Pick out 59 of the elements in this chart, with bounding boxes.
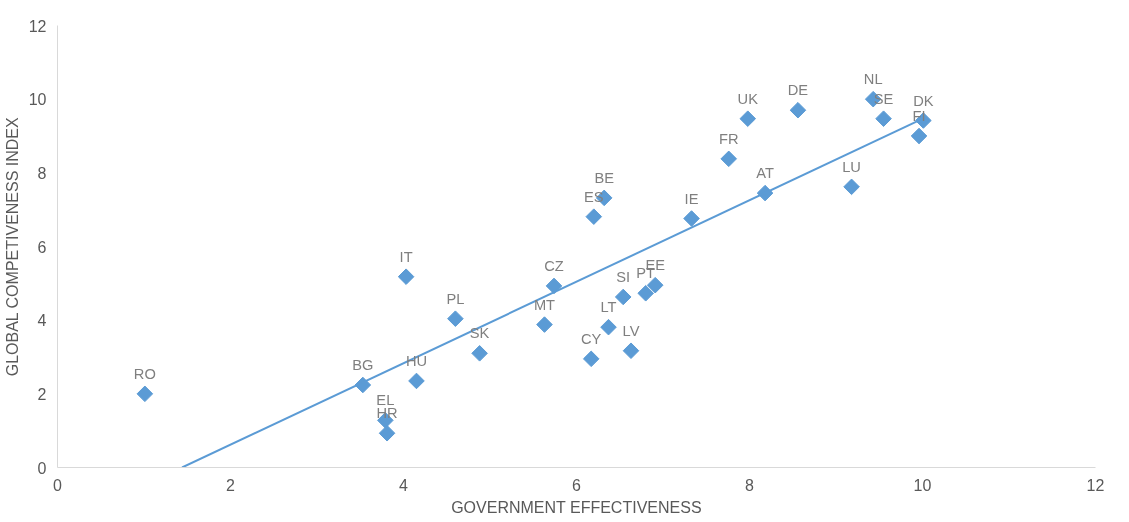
point [545,277,563,295]
point [843,178,860,196]
annotation: IE [684,190,699,207]
point [720,150,738,168]
point [408,372,425,390]
x-tick-label: 10 [913,476,932,494]
y-tick-label: 12 [28,17,47,35]
point [536,316,553,333]
point [582,350,600,368]
y-tick-label: 10 [28,91,47,109]
annotation: UK [737,90,759,107]
annotation: AT [756,165,774,182]
point [585,208,603,225]
annotation: LV [622,322,640,339]
annotation: SK [469,325,490,342]
point [136,385,154,403]
x-tick-label: 4 [399,476,409,494]
annotation: RO [133,365,156,382]
annotation: CY [581,330,602,347]
point [378,424,396,442]
annotation: SI [616,268,631,285]
y-tick-label: 2 [37,385,47,403]
annotation: PL [446,290,465,307]
point [683,210,700,227]
point [910,127,928,145]
x-axis-title: GOVERNMENT EFFECTIVENESS [451,498,702,516]
x-tick-label: 8 [745,476,755,494]
annotation: HU [405,352,428,369]
annotation: NL [863,71,883,88]
annotation: MT [533,296,556,313]
y-axis-title: GLOBAL COMPETIVENESS INDEX [3,116,21,377]
point [622,342,640,360]
x-tick-label: 2 [226,476,236,494]
point [614,288,632,306]
x-tick-label: 0 [53,476,63,494]
point [739,110,757,127]
point [875,110,892,127]
x-tick-label: 12 [1086,476,1105,494]
point [397,268,415,285]
y-tick-label: 8 [37,164,47,182]
x-tick-label: 6 [572,476,582,494]
annotation: BE [594,169,615,186]
annotation: DE [787,82,809,99]
y-tick-label: 6 [37,238,47,256]
point [789,101,807,119]
point [447,310,464,327]
annotation: LT [600,299,617,316]
point [637,285,654,302]
annotation: LU [842,158,861,175]
y-tick-label: 4 [37,312,47,330]
annotation: BG [352,356,374,373]
point [471,345,488,362]
y-tick-label: 0 [37,459,47,477]
annotation: IT [399,248,413,265]
annotation: CZ [544,257,564,274]
point [600,318,617,336]
annotation: FR [718,130,739,147]
point [646,276,664,294]
annotation: DK [913,92,934,109]
